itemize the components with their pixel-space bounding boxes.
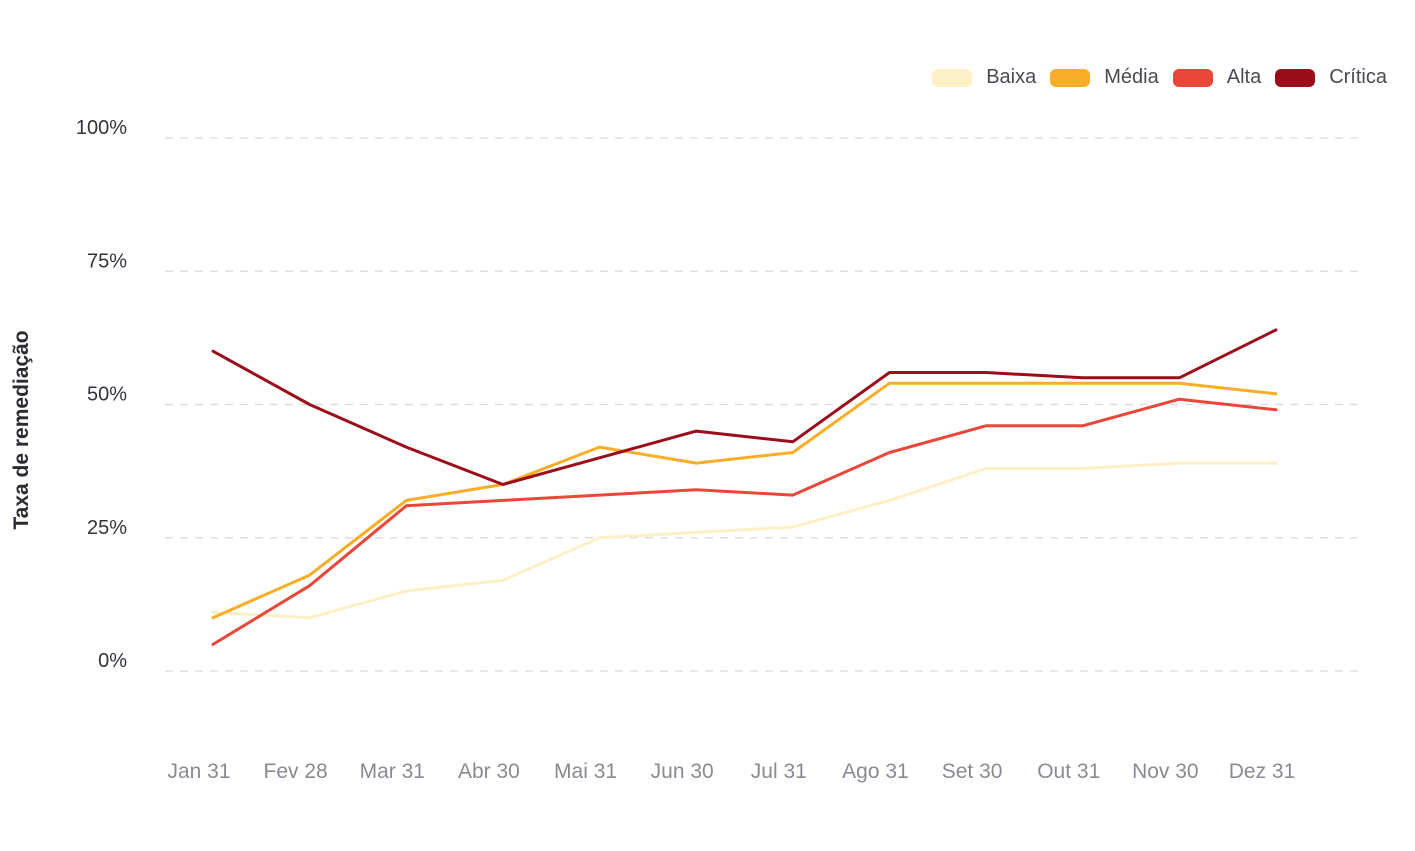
legend-item-alta[interactable]: Alta xyxy=(1172,66,1262,89)
y-tick-label: 100% xyxy=(76,117,127,139)
y-tick-label: 50% xyxy=(87,384,127,406)
legend-label-alta: Alta xyxy=(1226,66,1262,88)
chart-legend: Baixa Média Alta Crítica xyxy=(932,66,1387,89)
x-tick-label: Out 31 xyxy=(1037,760,1100,783)
series-line-baixa xyxy=(211,461,1278,620)
legend-item-baixa[interactable]: Baixa xyxy=(932,66,1036,89)
x-tick-label: Nov 30 xyxy=(1132,760,1199,783)
x-tick-label: Mai 31 xyxy=(554,760,617,783)
x-tick-label: Mar 31 xyxy=(360,760,425,783)
x-tick-label: Ago 31 xyxy=(842,760,909,783)
legend-item-critica[interactable]: Crítica xyxy=(1275,66,1387,89)
legend-label-media: Média xyxy=(1104,66,1159,88)
series-line-critica xyxy=(211,328,1278,486)
legend-swatch-alta xyxy=(1172,68,1213,87)
x-tick-label: Jan 31 xyxy=(167,760,230,783)
legend-label-baixa: Baixa xyxy=(986,66,1037,88)
x-tick-label: Set 30 xyxy=(942,760,1003,783)
series-line-alta xyxy=(211,397,1278,646)
y-tick-label: 0% xyxy=(98,650,127,672)
y-tick-label: 75% xyxy=(87,250,127,272)
legend-swatch-baixa xyxy=(932,68,973,87)
y-tick-label: 25% xyxy=(87,517,127,539)
legend-swatch-critica xyxy=(1275,68,1316,87)
x-tick-label: Abr 30 xyxy=(458,760,520,783)
x-tick-label: Dez 31 xyxy=(1229,760,1296,783)
x-tick-label: Fev 28 xyxy=(264,760,328,783)
x-tick-label: Jul 31 xyxy=(751,760,807,783)
x-tick-label: Jun 30 xyxy=(651,760,714,783)
legend-item-media[interactable]: Média xyxy=(1050,66,1159,89)
series-line-media xyxy=(211,381,1278,620)
legend-swatch-media xyxy=(1050,68,1091,87)
legend-label-critica: Crítica xyxy=(1329,66,1387,88)
